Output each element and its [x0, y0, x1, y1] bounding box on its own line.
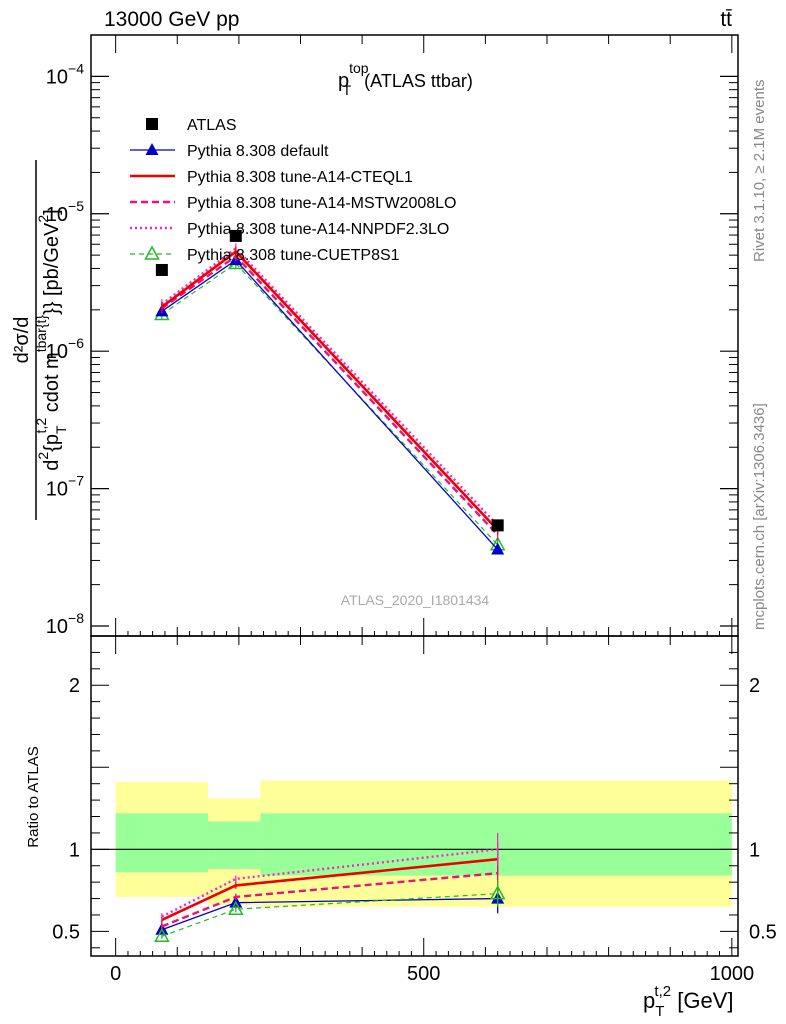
main-y-tick-label: 10−4 — [46, 60, 84, 88]
main-y-tick-label: 10−8 — [46, 610, 84, 638]
legend-marker — [144, 245, 160, 260]
x-axis-label: pTt,2 [GeV] — [643, 983, 733, 1020]
main-y-tick-label: 10−6 — [46, 335, 84, 363]
y-label-numerator: d²σ/d — [11, 317, 33, 364]
title-sub: T — [343, 82, 352, 98]
ratio-point — [489, 885, 506, 900]
rivet-version-label: Rivet 3.1.10, ≥ 2.1M events — [751, 80, 768, 263]
y-label-denominator: d2{pTt,2 cdot mtbar{t}}} [pb/GeV2] — [33, 209, 69, 470]
ratio-y-tick-label-right: 2 — [749, 675, 760, 697]
ratio-panel: 0 500 1000 0.5 0.5 1 1 2 2 — [52, 635, 777, 985]
data-point — [491, 519, 504, 532]
analysis-watermark: ATLAS_2020_I1801434 — [341, 592, 490, 608]
ratio-point — [228, 900, 244, 915]
plot-title: ptop T (ATLAS ttbar) — [338, 60, 473, 98]
ratio-y-tick-label-right: 0.5 — [749, 921, 777, 943]
title-sup: top — [349, 60, 369, 76]
legend-label: Pythia 8.308 tune-A14-CTEQL1 — [187, 169, 413, 186]
x-tick-label: 1000 — [710, 963, 755, 985]
ratio-y-tick-label-left: 2 — [69, 675, 80, 697]
series-line — [161, 262, 499, 546]
series-5 — [154, 254, 506, 551]
data-point — [491, 542, 505, 555]
ratio-y-tick-label-right: 1 — [749, 839, 760, 861]
series-line — [161, 259, 499, 550]
series-3 — [161, 251, 499, 540]
series-line — [161, 249, 499, 531]
x-tick-label: 500 — [407, 963, 440, 985]
legend-label: Pythia 8.308 default — [187, 143, 329, 160]
ratio-y-tick-label-left: 0.5 — [52, 921, 80, 943]
legend-label: ATLAS — [187, 117, 237, 134]
legend-label: Pythia 8.308 tune-A14-NNPDF2.3LO — [187, 221, 449, 238]
ratio-series-4 — [154, 880, 506, 943]
legend-label: Pythia 8.308 tune-CUETP8S1 — [187, 247, 400, 264]
ratio-series-3 — [161, 832, 499, 920]
series-1 — [155, 253, 505, 555]
title-rest: (ATLAS ttbar) — [359, 71, 473, 91]
main-y-tick-label: 10−5 — [46, 198, 84, 226]
main-panel: 10−8 10−7 10−6 10−5 10−4 — [46, 34, 739, 638]
series-2 — [161, 246, 499, 535]
ratio-point — [154, 927, 170, 943]
series-4 — [161, 243, 499, 531]
main-y-axis-label: d²σ/d d2{pTt,2 cdot mtbar{t}}} [pb/GeV2] — [11, 160, 69, 520]
legend-label: Pythia 8.308 tune-A14-MSTW2008LO — [187, 195, 456, 212]
series-0 — [155, 229, 504, 532]
data-point — [229, 229, 242, 242]
uncertainty-band-inner-2 — [260, 813, 732, 876]
ratio-y-tick-label-left: 1 — [69, 839, 80, 861]
ratio-line — [161, 893, 498, 937]
title-p: p — [338, 70, 349, 92]
data-point — [155, 263, 168, 276]
ratio-y-axis-label: Ratio to ATLAS — [25, 746, 42, 847]
mcplots-label: mcplots.cern.ch [arXiv:1306.3436] — [751, 403, 768, 630]
legend-marker — [146, 118, 158, 130]
series-line — [161, 246, 499, 527]
process-label: tt̄ — [720, 8, 732, 31]
x-tick-label: 0 — [110, 963, 121, 985]
energy-label: 13000 GeV pp — [104, 8, 239, 31]
legend: ATLAS Pythia 8.308 default Pythia 8.308 tu… — [130, 117, 456, 264]
uncertainty-band-inner-0 — [115, 813, 209, 873]
main-y-tick-label: 10−7 — [46, 473, 84, 501]
ratio-frame — [90, 635, 739, 957]
uncertainty-band-inner-1 — [208, 821, 261, 870]
legend-marker — [145, 143, 159, 155]
